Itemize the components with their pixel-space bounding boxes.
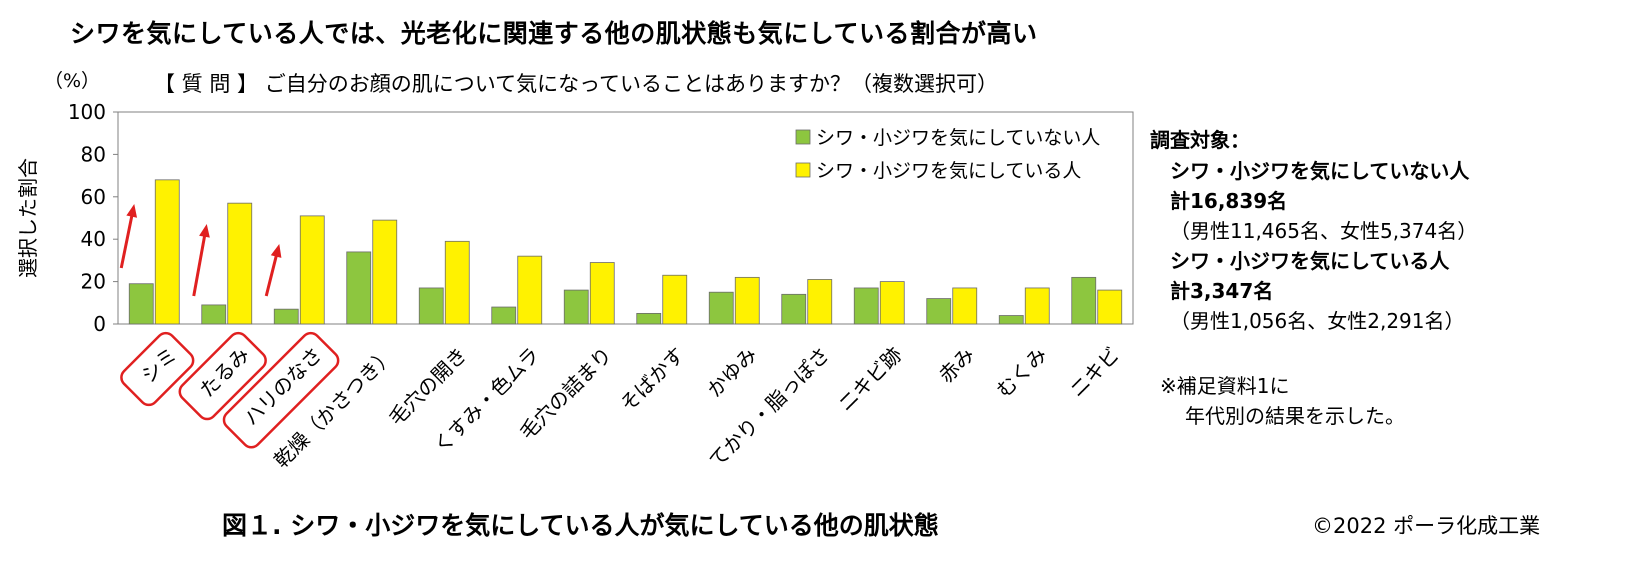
- legend-label: シワ・小ジワを気にしている人: [816, 160, 1081, 182]
- group2-name: シワ・小ジワを気にしている人: [1170, 249, 1450, 273]
- question-text: 【 質 問 】 ご自分のお顔の肌について気になっていることはありますか？（複数選…: [154, 72, 999, 96]
- bar-concerned: [517, 255, 543, 325]
- main-title: シワを気にしている人では、光老化に関連する他の肌状態も気にしている割合が高い: [70, 19, 1038, 48]
- bar-not-concerned: [201, 304, 227, 325]
- y-tick-label: 0: [93, 312, 106, 336]
- note-line-2: 年代別の結果を示した。: [1185, 404, 1405, 428]
- increase-arrow: [192, 235, 207, 297]
- bar-not-concerned: [1071, 276, 1097, 325]
- plot-area: [117, 111, 1134, 325]
- category-text: 乾燥（かさつき）: [269, 342, 399, 472]
- bar-not-concerned: [708, 291, 734, 325]
- group1-breakdown: （男性11,465名、女性5,374名）: [1170, 219, 1478, 243]
- bar-concerned: [227, 202, 253, 325]
- legend-swatch: [795, 129, 811, 145]
- y-tick-label: 80: [81, 142, 106, 166]
- bar-not-concerned: [563, 289, 589, 325]
- group1-total: 計16,839名: [1170, 189, 1288, 213]
- copyright: ©2022 ポーラ化成工業: [1312, 514, 1541, 538]
- bar-concerned: [372, 219, 398, 325]
- category-text: たるみ: [195, 342, 254, 401]
- bar-concerned: [1097, 289, 1123, 325]
- category-label: むくみ: [992, 342, 1052, 402]
- increase-arrowhead: [199, 224, 210, 238]
- category-label: そばかす: [615, 342, 689, 416]
- highlight-frame: [222, 331, 340, 449]
- increase-arrowhead: [270, 244, 282, 258]
- bar-not-concerned: [853, 287, 879, 325]
- y-axis-label: 選択した割合: [16, 158, 40, 278]
- category-label: てかり・脂っぽさ: [704, 342, 834, 472]
- bar-not-concerned: [346, 251, 372, 325]
- legend-swatch: [795, 162, 811, 178]
- bar-not-concerned: [998, 315, 1024, 325]
- highlight-frame: [120, 331, 195, 407]
- increase-arrow: [119, 215, 134, 269]
- bar-not-concerned: [926, 298, 952, 325]
- category-label: ニキビ跡: [833, 342, 907, 416]
- increase-arrowhead: [126, 204, 138, 218]
- y-unit-label: （%）: [44, 70, 101, 92]
- category-text: 赤み: [934, 342, 979, 387]
- category-label-highlighted: シミ: [120, 331, 195, 407]
- bar-not-concerned: [781, 293, 807, 325]
- category-text: そばかす: [615, 342, 689, 416]
- category-label: 赤み: [934, 342, 979, 387]
- group2-total: 計3,347名: [1170, 279, 1274, 303]
- bar-concerned: [154, 179, 180, 325]
- bar-concerned: [952, 287, 978, 325]
- category-text: ニキビ跡: [833, 342, 907, 416]
- bar-not-concerned: [491, 306, 517, 325]
- category-text: むくみ: [992, 342, 1052, 402]
- category-label: ニキビ: [1065, 342, 1124, 401]
- bar-concerned: [444, 240, 470, 325]
- note-line-1: ※補足資料1に: [1160, 374, 1290, 398]
- category-label: かゆみ: [702, 342, 761, 401]
- bar-concerned: [299, 215, 325, 325]
- group1-name: シワ・小ジワを気にしていない人: [1170, 159, 1470, 183]
- legend-label: シワ・小ジワを気にしていない人: [816, 127, 1100, 149]
- bar-not-concerned: [273, 308, 299, 325]
- bar-not-concerned: [128, 283, 154, 325]
- survey-heading: 調査対象：: [1150, 128, 1250, 152]
- bar-concerned: [807, 279, 833, 325]
- category-text: てかり・脂っぽさ: [704, 342, 834, 472]
- bar-not-concerned: [636, 312, 662, 325]
- figure-caption: 図１. シワ・小ジワを気にしている人が気にしている他の肌状態: [222, 511, 939, 540]
- y-tick-label: 20: [81, 270, 106, 294]
- group2-breakdown: （男性1,056名、女性2,291名）: [1170, 309, 1465, 333]
- bar-concerned: [879, 281, 905, 325]
- bar-concerned: [589, 262, 615, 325]
- increase-arrow: [264, 255, 278, 297]
- y-tick-label: 40: [81, 227, 106, 251]
- bar-concerned: [662, 274, 688, 325]
- bar-concerned: [1024, 287, 1050, 325]
- category-text: ニキビ: [1065, 342, 1124, 401]
- bar-concerned: [734, 276, 760, 325]
- y-tick-label: 60: [81, 185, 106, 209]
- category-label: 乾燥（かさつき）: [269, 342, 399, 472]
- highlight-frame: [178, 331, 267, 421]
- category-text: かゆみ: [702, 342, 761, 401]
- y-tick-label: 100: [68, 100, 106, 124]
- bar-not-concerned: [418, 287, 444, 325]
